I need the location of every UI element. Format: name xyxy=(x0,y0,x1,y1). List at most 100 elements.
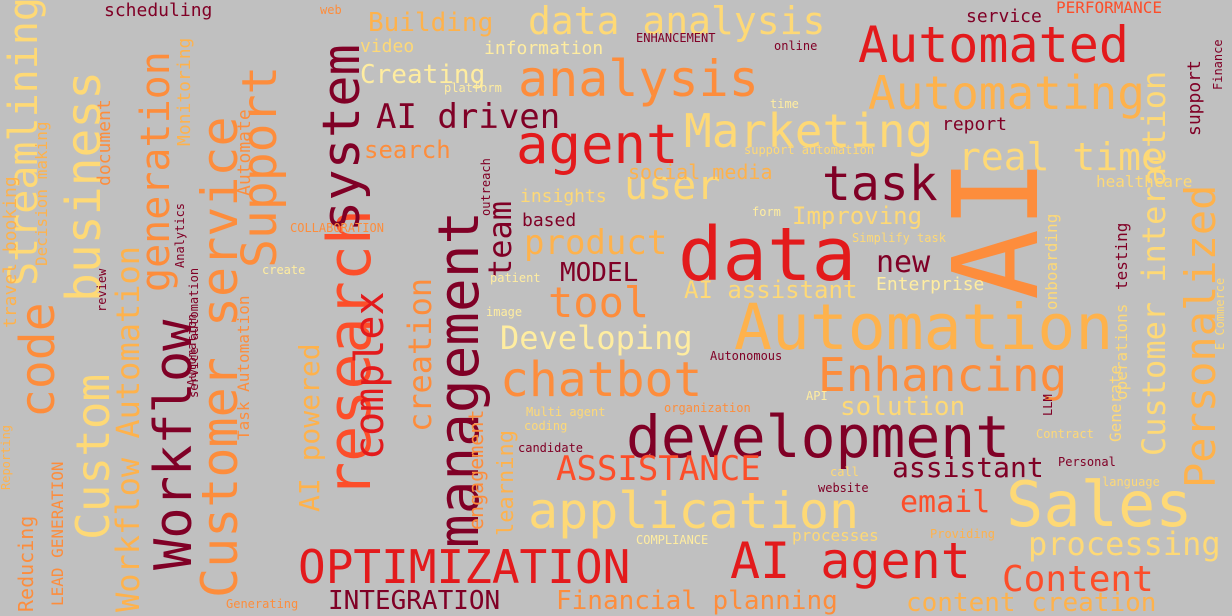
word: ASSISTANCE xyxy=(556,449,761,489)
word: Developing xyxy=(500,319,693,357)
word: COMPLIANCE xyxy=(636,533,709,547)
word: travel booking xyxy=(0,176,21,328)
word: Contract xyxy=(1036,427,1094,441)
word: data xyxy=(678,212,857,298)
word: language xyxy=(1102,475,1160,489)
word: outreach xyxy=(479,158,493,216)
word: review xyxy=(95,268,109,312)
word: candidate xyxy=(518,441,584,455)
word: Providing xyxy=(930,527,996,541)
word: Automating xyxy=(868,66,1145,120)
word: user xyxy=(624,163,721,209)
word: code xyxy=(10,302,66,418)
word: ENHANCEMENT xyxy=(636,31,716,45)
word: INTEGRATION xyxy=(328,586,501,616)
word: create xyxy=(262,263,306,277)
word: Financial planning xyxy=(556,586,838,616)
word: Personal xyxy=(1058,455,1116,469)
word: solution xyxy=(840,392,966,422)
word: Customer interaction xyxy=(1135,70,1173,456)
word: Monitoring xyxy=(174,37,195,146)
word: search xyxy=(364,136,451,164)
word: support xyxy=(1184,60,1205,136)
word: task xyxy=(822,156,938,212)
word: new xyxy=(876,245,931,280)
word: Improving xyxy=(792,202,923,230)
word: Building xyxy=(368,8,494,38)
word: coding xyxy=(524,419,568,433)
word: chatbot xyxy=(500,352,703,408)
word: LEAD GENERATION xyxy=(48,461,67,607)
word: AI agent xyxy=(730,532,971,590)
word: E Commerce xyxy=(1213,277,1227,350)
word: Simplify task xyxy=(852,231,946,245)
word: complex xyxy=(347,291,393,460)
word: development xyxy=(626,403,1011,471)
word: PERFORMANCE xyxy=(1056,0,1162,17)
word: creation xyxy=(401,277,439,432)
word: OPTIMIZATION xyxy=(298,540,631,594)
word: Automate xyxy=(234,109,255,196)
word: MODEL xyxy=(560,258,639,288)
word: agent xyxy=(516,113,679,176)
word: content creation xyxy=(906,588,1157,616)
word: information xyxy=(484,38,604,59)
word: based xyxy=(522,210,577,231)
word: AI powered xyxy=(293,343,326,512)
word: learning xyxy=(494,430,519,536)
word: form xyxy=(752,205,781,219)
word: analysis xyxy=(518,50,759,108)
word: assistant xyxy=(892,451,1044,484)
word: real time xyxy=(958,135,1164,179)
word: data analysis xyxy=(528,0,826,43)
word: web xyxy=(320,3,342,17)
word: Reducing xyxy=(14,515,38,612)
word: processing xyxy=(1028,525,1221,563)
word: Content xyxy=(1002,559,1154,600)
word: Autonomous xyxy=(710,349,783,363)
word: website xyxy=(818,481,869,495)
word: Decision making xyxy=(32,121,51,267)
word: AI driven xyxy=(376,97,561,137)
word: support automation xyxy=(744,143,875,157)
word: insights xyxy=(520,186,607,207)
word: organization xyxy=(664,401,751,415)
word: Creating xyxy=(360,60,486,90)
word: Reporting xyxy=(0,424,13,490)
word: call xyxy=(830,465,859,479)
word: platform xyxy=(444,81,502,95)
word: Marketing xyxy=(684,104,934,158)
word: time xyxy=(770,97,799,111)
word: tool xyxy=(548,278,650,327)
word: API xyxy=(806,389,828,403)
word: Automated xyxy=(858,16,1129,74)
word: testing xyxy=(1112,222,1131,290)
word: video xyxy=(360,36,415,57)
word: processes xyxy=(792,526,879,545)
word: Enterprise xyxy=(876,274,985,295)
word: Automation xyxy=(185,313,199,386)
word: product xyxy=(524,223,668,263)
word: Finance xyxy=(1211,39,1225,90)
word: scheduling xyxy=(104,0,213,21)
word: engagement xyxy=(464,409,488,530)
word: social media xyxy=(628,160,773,184)
word: online xyxy=(774,39,818,53)
word: Generating xyxy=(226,597,299,611)
word: LLM xyxy=(1041,394,1055,416)
word: patient xyxy=(490,271,541,285)
word: Analytics xyxy=(173,202,187,268)
word: COLLABORATION xyxy=(290,221,384,235)
word: Multi agent xyxy=(526,405,606,419)
word: onboarding xyxy=(1042,213,1061,310)
word: Workflow Automation xyxy=(109,245,147,612)
word: document xyxy=(94,99,115,186)
word: Task Automation xyxy=(234,295,253,441)
word: Automation xyxy=(734,291,1114,364)
word: email xyxy=(900,485,991,520)
word: image xyxy=(486,305,523,319)
word: Enhancing xyxy=(818,348,1068,402)
word: AI assistant xyxy=(684,276,858,304)
word: healthcare xyxy=(1096,172,1193,191)
